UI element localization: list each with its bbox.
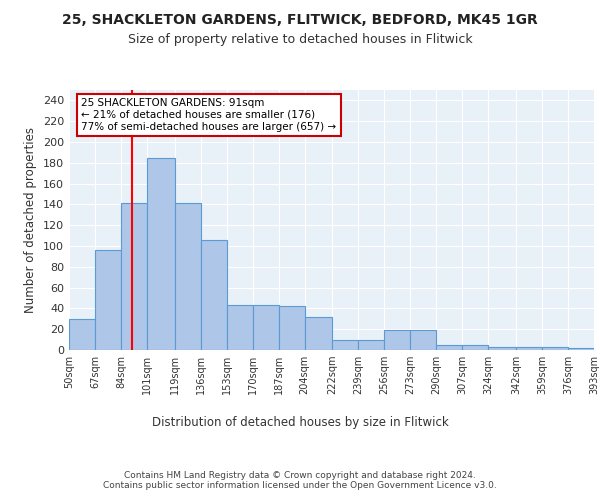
Bar — [410, 330, 436, 350]
Bar — [95, 250, 121, 350]
Bar — [463, 345, 488, 350]
Bar — [278, 306, 305, 350]
Bar — [568, 348, 594, 350]
Text: 25 SHACKLETON GARDENS: 91sqm
← 21% of detached houses are smaller (176)
77% of s: 25 SHACKLETON GARDENS: 91sqm ← 21% of de… — [81, 98, 337, 132]
Text: Distribution of detached houses by size in Flitwick: Distribution of detached houses by size … — [152, 416, 448, 429]
Y-axis label: Number of detached properties: Number of detached properties — [25, 127, 37, 313]
Bar — [385, 330, 410, 350]
Text: 25, SHACKLETON GARDENS, FLITWICK, BEDFORD, MK45 1GR: 25, SHACKLETON GARDENS, FLITWICK, BEDFOR… — [62, 12, 538, 26]
Text: Size of property relative to detached houses in Flitwick: Size of property relative to detached ho… — [128, 32, 472, 46]
Bar — [358, 340, 385, 350]
Bar — [200, 240, 227, 350]
Bar — [227, 306, 253, 350]
Bar — [516, 347, 542, 350]
Bar — [305, 316, 332, 350]
Bar — [147, 158, 175, 350]
Bar — [488, 347, 516, 350]
Bar — [332, 340, 358, 350]
Text: Contains HM Land Registry data © Crown copyright and database right 2024.
Contai: Contains HM Land Registry data © Crown c… — [103, 470, 497, 490]
Bar — [121, 204, 147, 350]
Bar — [175, 204, 200, 350]
Bar — [542, 347, 568, 350]
Bar — [436, 345, 463, 350]
Bar — [69, 319, 95, 350]
Bar — [253, 306, 278, 350]
